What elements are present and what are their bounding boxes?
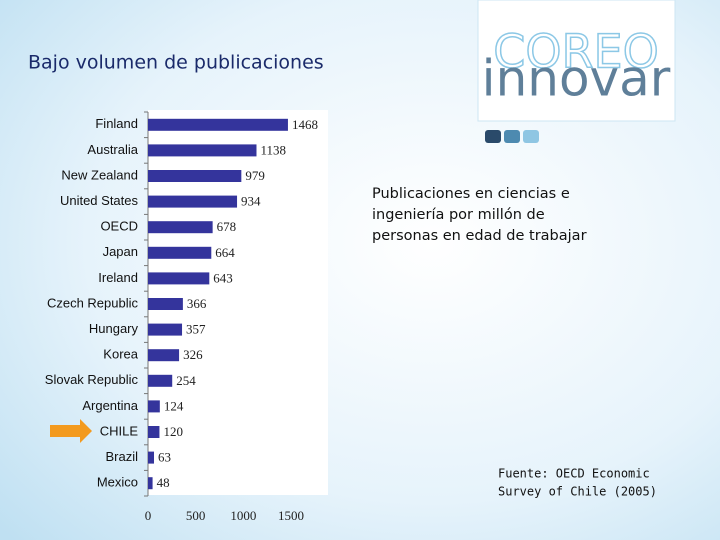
value-label: 366 bbox=[187, 296, 207, 311]
highlight-arrow bbox=[50, 419, 92, 443]
source-line: Survey of Chile (2005) bbox=[498, 485, 657, 499]
category-label: Korea bbox=[103, 347, 138, 362]
category-label: OECD bbox=[100, 219, 138, 234]
bar bbox=[148, 349, 180, 362]
value-label: 254 bbox=[176, 373, 196, 388]
x-tick-label: 500 bbox=[186, 508, 206, 523]
bar bbox=[148, 221, 213, 234]
category-label: CHILE bbox=[100, 423, 139, 438]
value-label: 63 bbox=[158, 450, 171, 465]
value-label: 934 bbox=[241, 194, 261, 209]
value-label: 120 bbox=[163, 424, 183, 439]
bar bbox=[148, 144, 257, 157]
category-label: Australia bbox=[87, 142, 138, 157]
value-label: 48 bbox=[157, 475, 170, 490]
logo-square bbox=[485, 130, 501, 143]
x-tick-label: 1000 bbox=[230, 508, 256, 523]
value-label: 979 bbox=[245, 168, 265, 183]
bar bbox=[148, 400, 160, 413]
category-label: Hungary bbox=[89, 321, 139, 336]
bar bbox=[148, 374, 173, 387]
category-label: Finland bbox=[95, 116, 138, 131]
category-label: Japan bbox=[103, 244, 138, 259]
category-label: Argentina bbox=[82, 398, 138, 413]
logo-bottom: innovar bbox=[482, 50, 671, 108]
category-label: Brazil bbox=[105, 449, 138, 464]
source: Fuente: OECD Economic Survey of Chile (20… bbox=[498, 467, 657, 499]
annotation: Publicaciones en ciencias e ingeniería po… bbox=[372, 186, 587, 244]
category-label: Ireland bbox=[98, 270, 138, 285]
value-label: 124 bbox=[164, 398, 184, 413]
category-label: United States bbox=[60, 193, 139, 208]
logo-box bbox=[477, 0, 676, 122]
bar bbox=[148, 170, 242, 182]
annotation-line: Publicaciones en ciencias e bbox=[372, 186, 570, 202]
bar bbox=[148, 118, 288, 131]
value-label: 1468 bbox=[292, 117, 318, 132]
category-label: New Zealand bbox=[61, 167, 138, 182]
value-label: 1138 bbox=[260, 142, 286, 157]
bar bbox=[148, 477, 153, 490]
logo-square bbox=[504, 130, 520, 143]
source-line: Fuente: OECD Economic bbox=[498, 467, 650, 481]
x-tick-label: 1500 bbox=[278, 508, 304, 523]
value-label: 326 bbox=[183, 347, 203, 362]
category-label: Slovak Republic bbox=[45, 372, 139, 387]
value-label: 643 bbox=[213, 270, 233, 285]
category-label: Mexico bbox=[97, 475, 138, 490]
bar bbox=[148, 426, 160, 438]
annotation-line: ingeniería por millón de bbox=[372, 207, 545, 223]
value-label: 678 bbox=[217, 219, 237, 234]
value-label: 664 bbox=[215, 245, 235, 260]
slide-title: Bajo volumen de publicaciones bbox=[28, 52, 324, 74]
bar bbox=[148, 272, 210, 285]
bar bbox=[148, 298, 183, 310]
bar bbox=[148, 195, 238, 208]
logo-top: COREO bbox=[493, 25, 659, 79]
annotation-line: personas en edad de trabajar bbox=[372, 228, 587, 244]
logo-square bbox=[523, 130, 539, 143]
x-tick-label: 0 bbox=[145, 508, 152, 523]
category-label: Czech Republic bbox=[47, 295, 139, 310]
value-label: 357 bbox=[186, 322, 206, 337]
bar bbox=[148, 323, 183, 336]
bar bbox=[148, 451, 155, 464]
bar bbox=[148, 246, 212, 259]
